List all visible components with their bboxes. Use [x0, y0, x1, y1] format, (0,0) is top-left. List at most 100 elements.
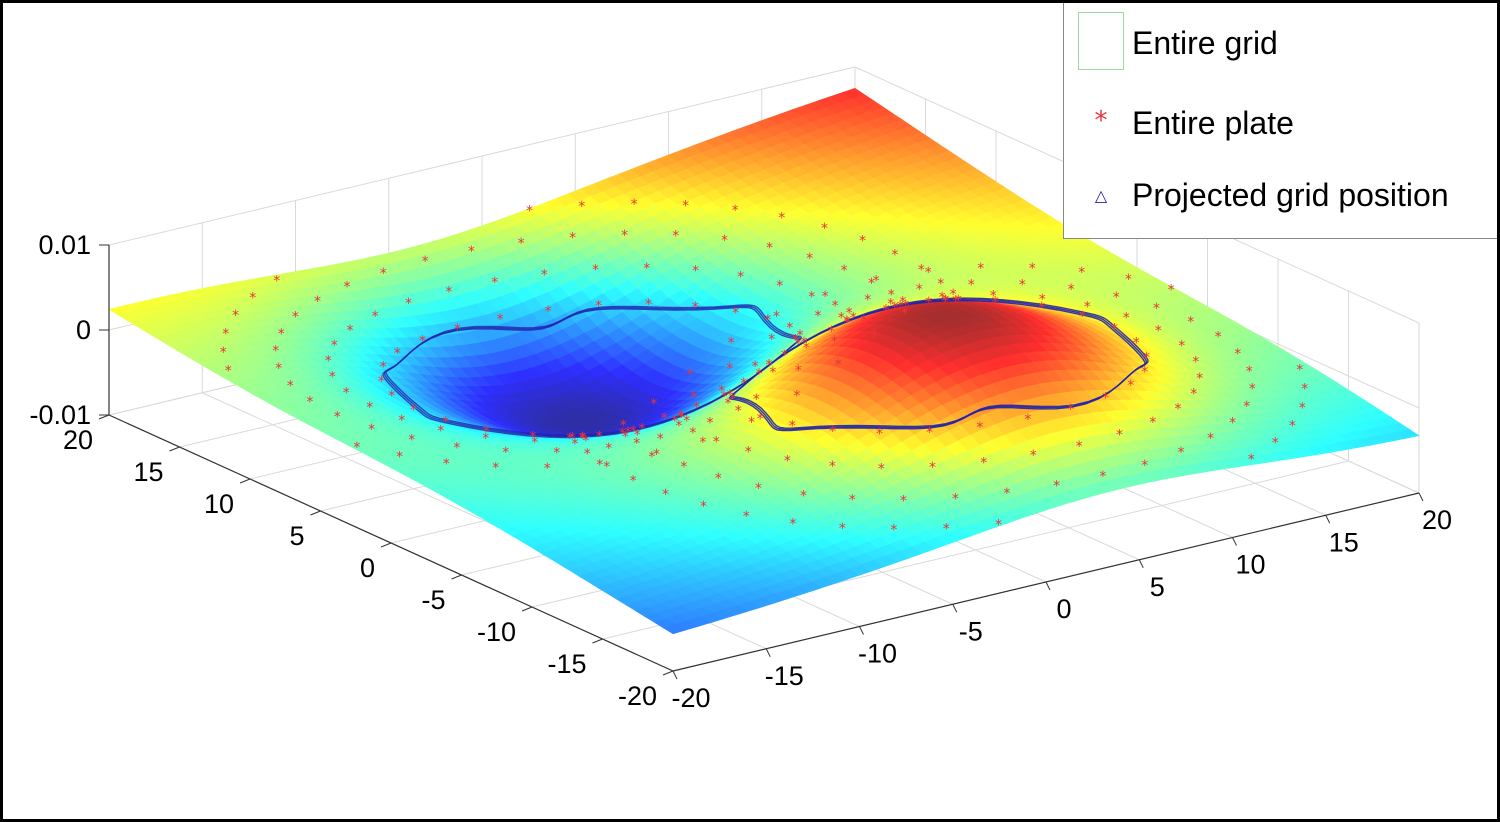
plate-marker: * — [1178, 445, 1185, 461]
plate-marker: * — [396, 450, 403, 466]
plate-marker: * — [859, 234, 866, 250]
x-tick-label: -10 — [858, 639, 897, 669]
plate-marker: * — [662, 487, 669, 503]
plate-marker: * — [249, 290, 256, 306]
plate-marker: * — [888, 288, 895, 304]
plate-marker: * — [726, 361, 733, 377]
plate-marker: * — [1019, 278, 1026, 294]
plate-marker: * — [545, 304, 552, 320]
surface-plot: * * * * * * * * * * * * * * * * * * * * * * * * * * * * * * * * * * * * * * * *… — [29, 66, 1452, 713]
plate-marker: * — [222, 326, 229, 342]
plate-marker: * — [682, 199, 689, 215]
plate-marker: * — [1178, 339, 1185, 355]
plate-marker: * — [1299, 400, 1306, 416]
z-tick-label: 0 — [76, 315, 91, 345]
y-tick-mark — [380, 542, 392, 548]
y-tick-mark — [662, 670, 674, 676]
plate-marker: * — [781, 348, 788, 364]
plate-marker: * — [553, 445, 560, 461]
plate-marker: * — [1133, 336, 1140, 352]
y-tick-mark — [451, 574, 462, 580]
plate-marker: * — [757, 411, 764, 427]
plate-marker: * — [806, 251, 813, 267]
plate-marker: * — [795, 363, 802, 379]
plate-marker: * — [776, 279, 783, 295]
plate-marker: * — [232, 308, 239, 324]
plate-marker: * — [689, 426, 696, 442]
x-tick-mark — [859, 626, 864, 635]
plate-marker: * — [378, 374, 385, 390]
plate-marker: * — [368, 422, 375, 438]
plate-marker: * — [835, 357, 842, 373]
plate-marker: * — [990, 289, 997, 305]
plate-marker: * — [918, 263, 925, 279]
plate-marker: * — [773, 309, 780, 325]
plate-marker: * — [803, 341, 810, 357]
plate-marker: * — [306, 395, 313, 411]
plate-marker: * — [868, 276, 875, 292]
plate-marker: * — [753, 392, 760, 408]
x-tick-label: -15 — [765, 661, 804, 691]
plate-marker: * — [334, 409, 341, 425]
plate-marker: * — [497, 312, 504, 328]
x-tick-label: 10 — [1235, 550, 1265, 580]
plate-marker: * — [672, 229, 679, 245]
plate-marker: * — [1234, 346, 1241, 362]
plate-marker: * — [443, 457, 450, 473]
plate-marker: * — [410, 402, 417, 418]
plate-marker: * — [605, 441, 612, 457]
plate-marker: * — [347, 323, 354, 339]
x-tick-mark — [765, 648, 771, 657]
plate-marker: * — [808, 290, 815, 306]
plate-marker: * — [621, 228, 628, 244]
plate-marker: * — [748, 415, 755, 431]
plate-marker: * — [366, 400, 373, 416]
y-tick-label: 0 — [360, 553, 375, 583]
plate-marker: * — [766, 240, 773, 256]
plate-marker: * — [1067, 402, 1074, 418]
plate-marker: * — [925, 265, 932, 281]
plate-marker: * — [786, 321, 793, 337]
plate-marker: * — [821, 221, 828, 237]
plate-marker: * — [1125, 272, 1132, 288]
plate-marker: * — [690, 390, 697, 406]
plate-marker: * — [1076, 439, 1083, 455]
x-tick-label: -20 — [671, 683, 710, 713]
plate-marker: * — [860, 313, 867, 329]
plate-marker: * — [353, 440, 360, 456]
plate-marker: * — [980, 456, 987, 472]
plate-marker: * — [871, 327, 878, 343]
plate-marker: * — [728, 336, 735, 352]
plate-marker: * — [278, 326, 285, 342]
plate-marker: * — [1003, 486, 1010, 502]
plate-marker: * — [596, 458, 603, 474]
plate-marker: * — [976, 420, 983, 436]
plate-marker: * — [822, 289, 829, 305]
plate-marker: * — [569, 230, 576, 246]
plate-marker: * — [648, 449, 655, 465]
plate-marker: * — [1141, 365, 1148, 381]
plate-marker: * — [454, 322, 461, 338]
plate-marker: * — [292, 310, 299, 326]
plate-marker: * — [846, 306, 853, 322]
plate-marker: * — [388, 388, 395, 404]
plate-marker: * — [764, 313, 771, 329]
plate-marker: * — [829, 424, 836, 440]
plate-marker: * — [968, 278, 975, 294]
plate-marker: * — [1296, 363, 1303, 379]
plate-marker: * — [398, 413, 405, 429]
grid-swatch-icon — [1078, 12, 1124, 70]
plate-marker: * — [1301, 382, 1308, 398]
plate-marker: * — [916, 282, 923, 298]
plate-marker: * — [1127, 378, 1134, 394]
plate-marker: * — [408, 433, 415, 449]
x-tick-mark — [1232, 537, 1237, 546]
y-tick-label: 10 — [204, 489, 234, 519]
plate-marker: * — [721, 389, 728, 405]
plate-marker: * — [891, 248, 898, 264]
x-tick-label: -5 — [959, 616, 983, 646]
plate-marker: * — [596, 429, 603, 445]
plate-marker: * — [1084, 300, 1091, 316]
plate-marker: * — [331, 338, 338, 354]
plate-marker: * — [832, 299, 839, 315]
